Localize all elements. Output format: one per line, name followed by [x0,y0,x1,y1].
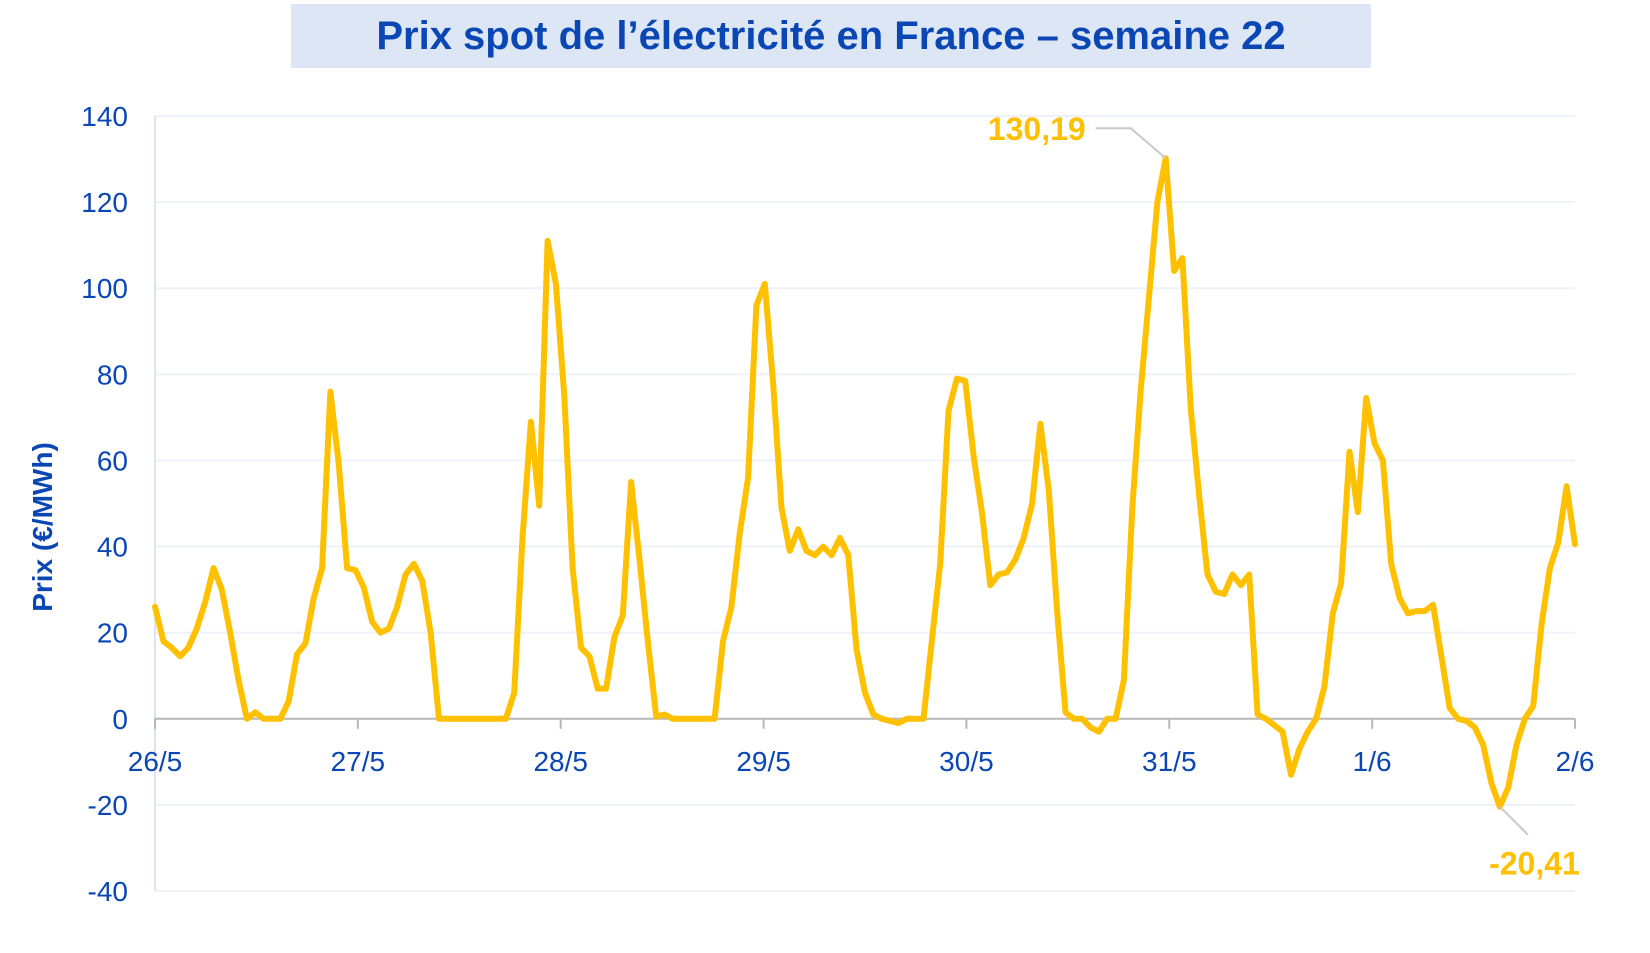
annotations: 130,19 -20,41 [988,111,1580,881]
x-tick-label: 1/6 [1353,746,1392,777]
y-tick-label: 120 [81,187,128,218]
series-layer [152,155,1578,810]
x-tick-label: 2/6 [1556,746,1595,777]
axes [154,116,1576,891]
y-tick-label: 100 [81,273,128,304]
y-tick-label: 40 [97,532,128,563]
y-tick-label: -20 [88,790,128,821]
y-tick-label: -40 [88,876,128,907]
x-tick-label: 27/5 [331,746,386,777]
chart-title: Prix spot de l’électricité en France – s… [376,13,1286,58]
x-tick-labels: 26/5 27/5 28/5 29/5 30/5 31/5 1/6 2/6 [128,746,1595,777]
min-annotation-label: -20,41 [1489,846,1580,882]
x-tick-label: 30/5 [939,746,994,777]
max-annotation-label: 130,19 [988,111,1086,147]
x-tick-label: 26/5 [128,746,183,777]
y-tick-label: 20 [97,618,128,649]
min-annotation-leader [1499,805,1529,836]
y-tick-labels: 140 120 100 80 60 40 20 0 -20 -40 [81,101,128,907]
price-series-line [152,155,1578,810]
y-tick-label: 60 [97,445,128,476]
x-tick-label: 28/5 [533,746,588,777]
y-tick-label: 140 [81,101,128,132]
max-annotation-leader [1095,127,1167,159]
x-tick-label: 31/5 [1142,746,1197,777]
x-tick-label: 29/5 [736,746,791,777]
y-tick-label: 80 [97,359,128,390]
y-tick-label: 0 [112,704,128,735]
y-axis-label: Prix (€/MWh) [27,442,58,612]
chart-title-box: Prix spot de l’électricité en France – s… [291,4,1371,68]
